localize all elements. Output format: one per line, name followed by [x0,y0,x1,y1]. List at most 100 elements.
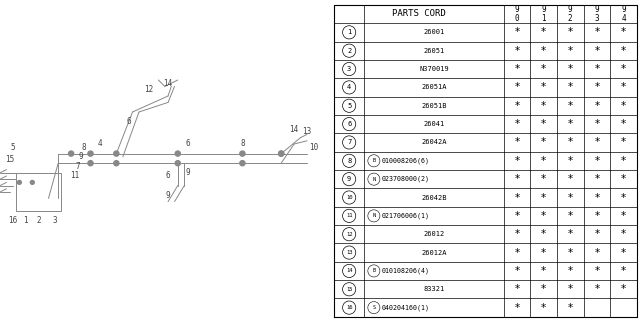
Text: *: * [595,174,600,184]
Text: *: * [595,101,600,111]
Text: *: * [621,101,626,111]
Text: 26051: 26051 [423,48,445,54]
Text: *: * [621,193,626,203]
Text: *: * [515,193,520,203]
Text: *: * [568,248,573,258]
Text: 16: 16 [346,305,353,310]
Text: N370019: N370019 [419,66,449,72]
Text: 14: 14 [346,268,353,273]
Text: 26001: 26001 [423,29,445,35]
Text: *: * [621,248,626,258]
Text: 26051B: 26051B [421,103,447,109]
Text: *: * [568,303,573,313]
Text: *: * [621,211,626,221]
Bar [16,173,61,211]
Circle shape [278,151,284,156]
Text: 4: 4 [347,84,351,90]
Text: *: * [515,101,520,111]
Text: S: S [372,305,376,310]
Text: *: * [595,27,600,37]
Text: *: * [568,138,573,148]
Circle shape [240,151,245,156]
Text: 9
3: 9 3 [595,5,599,23]
Text: *: * [515,156,520,166]
Text: 10: 10 [309,143,318,152]
Text: *: * [541,248,546,258]
Text: 6: 6 [185,140,190,148]
Circle shape [88,161,93,166]
Text: 3: 3 [52,216,57,225]
Text: 023708000(2): 023708000(2) [381,176,429,182]
Text: *: * [595,266,600,276]
Text: 26012A: 26012A [421,250,447,256]
Text: 26041: 26041 [423,121,445,127]
Text: 15: 15 [346,287,353,292]
Text: *: * [595,138,600,148]
Text: 9
4: 9 4 [621,5,626,23]
Text: 010008206(6): 010008206(6) [381,157,429,164]
Text: *: * [595,193,600,203]
Text: *: * [568,119,573,129]
Text: *: * [515,229,520,239]
Text: *: * [568,174,573,184]
Circle shape [278,151,284,156]
Text: *: * [541,229,546,239]
Text: *: * [595,119,600,129]
Text: *: * [515,284,520,294]
Text: 9
0: 9 0 [515,5,519,23]
Text: 1: 1 [24,216,28,225]
Text: *: * [515,119,520,129]
Text: 9: 9 [79,152,83,161]
Text: N: N [372,213,376,218]
Text: *: * [541,284,546,294]
Text: *: * [595,46,600,56]
Text: 15: 15 [5,156,14,164]
Text: 9
1: 9 1 [541,5,546,23]
Text: 010108206(4): 010108206(4) [381,268,429,274]
Text: 8: 8 [347,158,351,164]
Text: *: * [595,64,600,74]
Text: *: * [541,193,546,203]
Circle shape [30,180,35,184]
Text: *: * [541,101,546,111]
Text: *: * [515,46,520,56]
Text: 021706006(1): 021706006(1) [381,212,429,219]
Text: *: * [568,211,573,221]
Text: 10: 10 [346,195,353,200]
Text: B: B [372,158,376,163]
Text: *: * [541,27,546,37]
Text: B: B [372,268,376,273]
Text: *: * [621,174,626,184]
Text: 8: 8 [240,140,244,148]
Text: 5: 5 [11,143,15,152]
Text: 6: 6 [127,117,132,126]
Text: 13: 13 [346,250,353,255]
Text: *: * [595,211,600,221]
Text: 2: 2 [347,48,351,54]
Text: *: * [515,303,520,313]
Circle shape [175,151,180,156]
Text: 5: 5 [347,103,351,109]
Text: 2: 2 [36,216,41,225]
Text: *: * [515,138,520,148]
Text: *: * [541,266,546,276]
Circle shape [17,180,21,184]
Text: 9: 9 [166,191,170,200]
Text: *: * [568,101,573,111]
Text: *: * [541,46,546,56]
Text: *: * [515,266,520,276]
Text: 9: 9 [347,176,351,182]
Text: *: * [541,174,546,184]
Text: *: * [568,46,573,56]
Text: *: * [621,82,626,92]
Text: 26042A: 26042A [421,140,447,146]
Text: *: * [568,64,573,74]
Text: *: * [515,82,520,92]
Text: 7: 7 [347,140,351,146]
Text: *: * [541,64,546,74]
Text: *: * [595,284,600,294]
Text: 26042B: 26042B [421,195,447,201]
Text: 1: 1 [347,29,351,35]
Text: *: * [595,229,600,239]
Text: 6: 6 [166,172,170,180]
